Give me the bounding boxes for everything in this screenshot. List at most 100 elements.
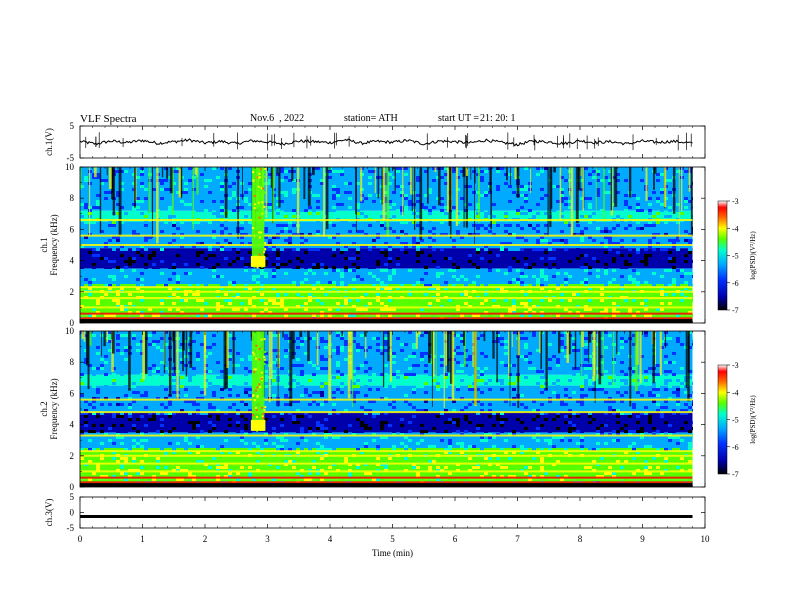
spectrogram-cell <box>404 343 408 346</box>
spectrogram-cell <box>320 400 324 403</box>
spectrogram-cell <box>284 308 288 311</box>
spectrogram-cell <box>340 275 344 278</box>
spectrogram-cell <box>168 415 172 418</box>
spectrogram-cell <box>416 209 420 212</box>
spectrogram-cell <box>608 278 612 281</box>
spectrogram-cell <box>308 367 312 370</box>
spectrogram-cell <box>440 203 444 206</box>
spectrogram-cell <box>232 281 236 284</box>
spectrogram-cell <box>276 433 280 436</box>
spectrogram-cell <box>384 236 388 239</box>
spectrogram-cell <box>108 478 112 481</box>
spectrogram-cell <box>532 275 536 278</box>
spectrogram-cell <box>304 233 308 236</box>
spectrogram-cell <box>268 311 272 314</box>
sferic-streak <box>582 167 584 212</box>
spectrogram-cell <box>560 176 564 179</box>
spectrogram-cell <box>244 439 248 442</box>
spectrogram-cell <box>396 185 400 188</box>
spectrogram-cell <box>400 272 404 275</box>
spectrogram-cell <box>416 224 420 227</box>
spectrogram-cell <box>228 388 232 391</box>
spectrogram-cell <box>456 242 460 245</box>
spectrogram-cell <box>172 385 176 388</box>
spectrogram-cell <box>216 215 220 218</box>
spectrogram-cell <box>524 224 528 227</box>
spectrogram-cell <box>516 203 520 206</box>
spectrogram-cell <box>96 397 100 400</box>
spectrogram-cell <box>444 284 448 287</box>
spectrogram-cell <box>156 340 160 343</box>
spectrogram-cell <box>164 412 168 415</box>
sferic-streak <box>94 167 97 178</box>
low-freq-cutoff <box>80 319 693 323</box>
spectrogram-cell <box>308 472 312 475</box>
sferic-streak <box>196 167 198 178</box>
spectrogram-cell <box>104 466 108 469</box>
spectrogram-cell <box>180 451 184 454</box>
spectrogram-cell <box>404 293 408 296</box>
spectrogram-cell <box>612 227 616 230</box>
spectrogram-cell <box>140 418 144 421</box>
spectrogram-cell <box>540 272 544 275</box>
spectrogram-cell <box>384 400 388 403</box>
spectrogram-cell <box>280 257 284 260</box>
spectrogram-cell <box>168 466 172 469</box>
spectrogram-cell <box>540 260 544 263</box>
spectrogram-cell <box>676 197 680 200</box>
sferic-streak <box>151 167 154 238</box>
sferic-streak <box>179 167 183 198</box>
spectrogram-cell <box>380 421 384 424</box>
spectrogram-cell <box>320 314 324 317</box>
spectrogram-cell <box>320 391 324 394</box>
spectrogram-cell <box>468 185 472 188</box>
spectrogram-cell <box>104 284 108 287</box>
spectrogram-cell <box>276 212 280 215</box>
spectrogram-cell <box>572 188 576 191</box>
spectrogram-cell <box>208 191 212 194</box>
spectrogram-cell <box>304 460 308 463</box>
spectrogram-cell <box>376 287 380 290</box>
spectrogram-cell <box>364 427 368 430</box>
spectrogram-cell <box>264 442 268 445</box>
spectrogram-cell <box>92 215 96 218</box>
burst-cell <box>253 254 256 257</box>
spectrogram-cell <box>136 430 140 433</box>
spectrogram-cell <box>652 206 656 209</box>
spectrogram-cell <box>348 424 352 427</box>
spectrogram-cell <box>440 260 444 263</box>
spectrogram-cell <box>88 379 92 382</box>
spectrogram-cell <box>512 248 516 251</box>
spectrogram-cell <box>108 200 112 203</box>
spectrogram-cell <box>416 230 420 233</box>
spectrogram-cell <box>276 254 280 257</box>
spectrogram-cell <box>380 394 384 397</box>
spectrogram-cell <box>416 343 420 346</box>
sferic-streak <box>374 167 376 194</box>
spectrogram-cell <box>340 281 344 284</box>
spectrogram-cell <box>184 400 188 403</box>
spectrogram-cell <box>280 230 284 233</box>
spectrogram-cell <box>136 263 140 266</box>
spectrogram-cell <box>228 418 232 421</box>
spectrogram-cell <box>432 269 436 272</box>
spectrogram-cell <box>280 224 284 227</box>
spectrogram-cell <box>228 361 232 364</box>
spectrogram-cell <box>336 352 340 355</box>
spectrogram-cell <box>272 367 276 370</box>
spectrogram-cell <box>308 394 312 397</box>
spectrogram-cell <box>344 370 348 373</box>
spectrogram-cell <box>548 299 552 302</box>
spectrogram-cell <box>608 185 612 188</box>
sferic-streak <box>156 167 159 244</box>
spectrogram-cell <box>356 203 360 206</box>
spectrogram-cell <box>212 334 216 337</box>
spectrogram-cell <box>156 412 160 415</box>
y-tick-label: 8 <box>70 193 75 203</box>
spectrogram-cell <box>524 200 528 203</box>
spectrogram-cell <box>84 424 88 427</box>
spectrogram-cell <box>348 200 352 203</box>
spectrogram-cell <box>428 212 432 215</box>
spectrogram-cell <box>356 391 360 394</box>
spectrogram-cell <box>232 260 236 263</box>
